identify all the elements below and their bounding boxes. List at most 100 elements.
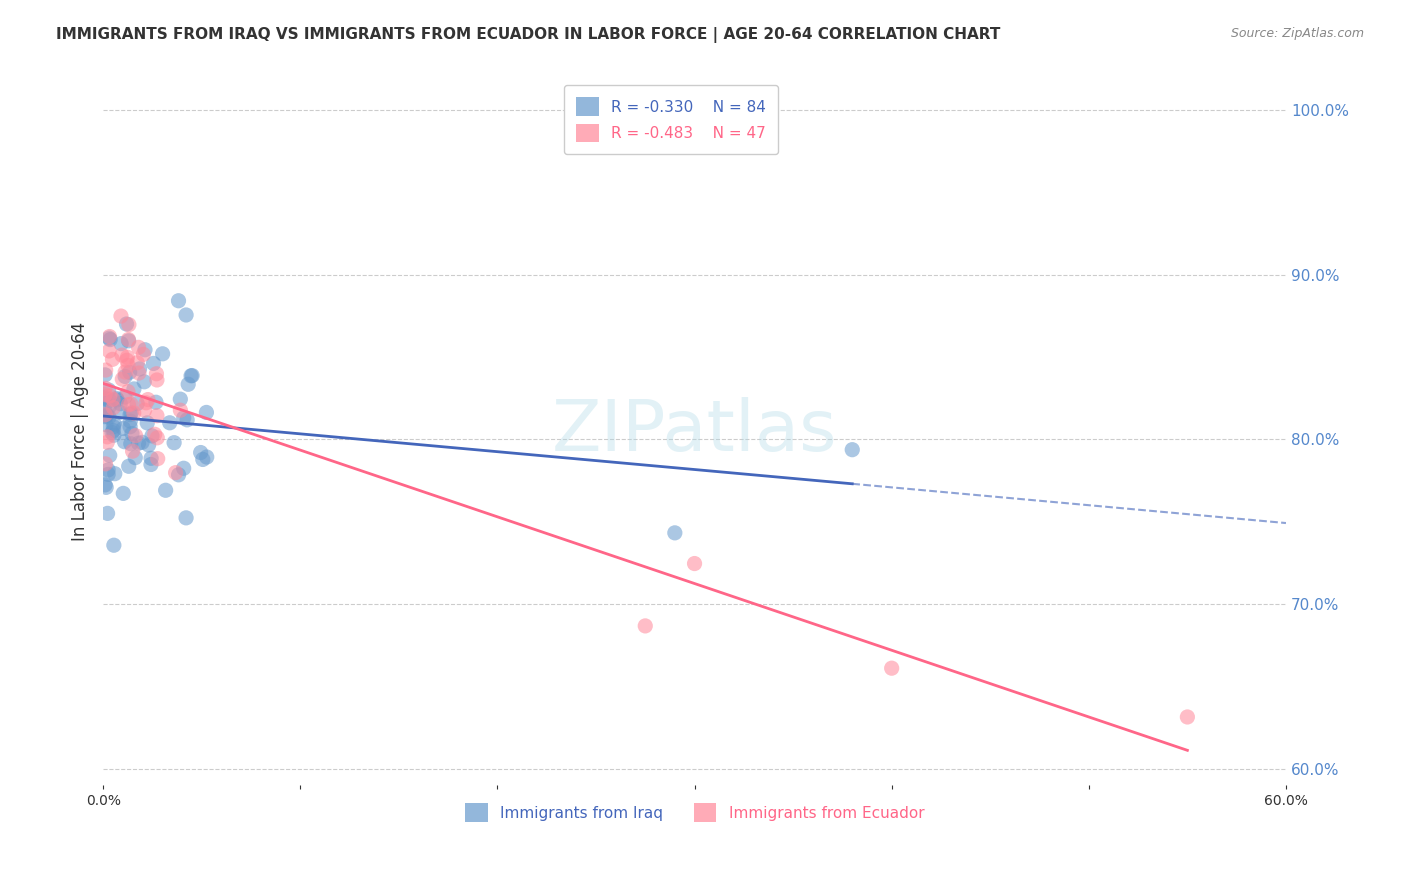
Immigrants from Iraq xyxy=(173,411,195,425)
Immigrants from Iraq xyxy=(120,414,142,428)
Immigrants from Ecuador xyxy=(143,427,166,442)
Immigrants from Iraq xyxy=(190,445,212,459)
Immigrants from Iraq xyxy=(98,400,121,414)
Immigrants from Ecuador xyxy=(117,398,139,412)
Immigrants from Iraq xyxy=(174,308,197,322)
Immigrants from Iraq xyxy=(134,343,156,357)
Immigrants from Iraq xyxy=(169,392,191,406)
Immigrants from Iraq xyxy=(94,392,117,406)
Immigrants from Iraq xyxy=(98,449,121,463)
Text: IMMIGRANTS FROM IRAQ VS IMMIGRANTS FROM ECUADOR IN LABOR FORCE | AGE 20-64 CORRE: IMMIGRANTS FROM IRAQ VS IMMIGRANTS FROM … xyxy=(56,27,1001,43)
Immigrants from Iraq xyxy=(112,486,135,500)
Immigrants from Iraq xyxy=(121,426,143,441)
Immigrants from Ecuador xyxy=(111,348,134,362)
Immigrants from Ecuador xyxy=(94,408,117,422)
Immigrants from Iraq xyxy=(128,436,150,450)
Immigrants from Ecuador xyxy=(124,428,146,442)
Immigrants from Ecuador xyxy=(146,373,169,387)
Immigrants from Iraq xyxy=(173,461,195,475)
Immigrants from Iraq xyxy=(180,368,202,383)
Immigrants from Ecuador xyxy=(146,451,169,466)
Legend: Immigrants from Iraq, Immigrants from Ecuador: Immigrants from Iraq, Immigrants from Ec… xyxy=(453,791,936,834)
Immigrants from Iraq xyxy=(122,382,145,396)
Immigrants from Iraq xyxy=(195,405,218,419)
Immigrants from Ecuador xyxy=(122,406,145,420)
Immigrants from Ecuador xyxy=(115,353,138,368)
Immigrants from Ecuador xyxy=(96,435,118,450)
Immigrants from Iraq xyxy=(104,467,127,481)
Immigrants from Iraq xyxy=(94,417,117,432)
Immigrants from Ecuador xyxy=(634,619,657,633)
Immigrants from Iraq xyxy=(124,450,146,465)
Immigrants from Ecuador xyxy=(94,387,117,401)
Immigrants from Ecuador xyxy=(1177,710,1199,724)
Immigrants from Iraq xyxy=(128,362,150,376)
Immigrants from Iraq xyxy=(110,397,132,411)
Immigrants from Iraq xyxy=(191,452,214,467)
Immigrants from Iraq xyxy=(114,434,136,449)
Immigrants from Ecuador xyxy=(110,309,132,323)
Immigrants from Ecuador xyxy=(146,431,169,445)
Immigrants from Iraq xyxy=(105,392,128,407)
Immigrants from Ecuador xyxy=(117,333,139,347)
Immigrants from Iraq xyxy=(841,442,863,457)
Immigrants from Ecuador xyxy=(128,340,150,354)
Immigrants from Ecuador xyxy=(169,403,191,417)
Immigrants from Ecuador xyxy=(127,356,149,370)
Immigrants from Iraq xyxy=(134,375,156,389)
Immigrants from Iraq xyxy=(120,406,142,420)
Immigrants from Iraq xyxy=(94,478,117,492)
Immigrants from Iraq xyxy=(139,451,162,466)
Immigrants from Iraq xyxy=(94,390,117,404)
Immigrants from Iraq xyxy=(108,405,131,419)
Immigrants from Ecuador xyxy=(117,359,139,373)
Immigrants from Ecuador xyxy=(136,392,159,407)
Immigrants from Iraq xyxy=(195,450,218,464)
Immigrants from Iraq xyxy=(163,435,186,450)
Immigrants from Ecuador xyxy=(94,363,117,377)
Immigrants from Iraq xyxy=(136,416,159,430)
Immigrants from Iraq xyxy=(110,336,132,351)
Immigrants from Iraq xyxy=(96,480,118,494)
Immigrants from Iraq xyxy=(159,416,181,430)
Immigrants from Iraq xyxy=(97,463,120,477)
Immigrants from Ecuador xyxy=(111,372,134,386)
Immigrants from Ecuador xyxy=(117,384,139,399)
Immigrants from Iraq xyxy=(181,368,204,383)
Immigrants from Iraq xyxy=(155,483,177,498)
Immigrants from Iraq xyxy=(103,428,125,442)
Immigrants from Iraq xyxy=(94,409,117,424)
Immigrants from Iraq xyxy=(98,393,121,408)
Immigrants from Ecuador xyxy=(880,661,903,675)
Immigrants from Iraq xyxy=(120,419,142,434)
Immigrants from Iraq xyxy=(118,459,141,474)
Immigrants from Ecuador xyxy=(121,444,143,458)
Immigrants from Iraq xyxy=(103,538,125,552)
Immigrants from Iraq xyxy=(118,365,141,379)
Immigrants from Iraq xyxy=(115,317,138,331)
Immigrants from Ecuador xyxy=(94,381,117,395)
Immigrants from Iraq xyxy=(103,417,125,431)
Immigrants from Iraq xyxy=(98,410,121,425)
Immigrants from Iraq xyxy=(152,347,174,361)
Immigrants from Iraq xyxy=(167,293,190,308)
Immigrants from Iraq xyxy=(103,419,125,434)
Immigrants from Ecuador xyxy=(101,392,124,407)
Immigrants from Iraq xyxy=(176,413,198,427)
Immigrants from Iraq xyxy=(97,507,120,521)
Immigrants from Ecuador xyxy=(114,365,136,379)
Immigrants from Ecuador xyxy=(132,347,155,361)
Immigrants from Ecuador xyxy=(94,457,117,471)
Immigrants from Iraq xyxy=(131,435,153,450)
Immigrants from Iraq xyxy=(127,396,149,410)
Immigrants from Iraq xyxy=(139,458,162,472)
Immigrants from Ecuador xyxy=(135,396,157,410)
Immigrants from Iraq xyxy=(98,333,121,347)
Immigrants from Ecuador xyxy=(98,329,121,343)
Immigrants from Iraq xyxy=(96,408,118,422)
Immigrants from Ecuador xyxy=(117,351,139,365)
Immigrants from Iraq xyxy=(174,511,197,525)
Immigrants from Ecuador xyxy=(683,557,706,571)
Immigrants from Iraq xyxy=(98,331,121,345)
Y-axis label: In Labor Force | Age 20-64: In Labor Force | Age 20-64 xyxy=(72,322,89,541)
